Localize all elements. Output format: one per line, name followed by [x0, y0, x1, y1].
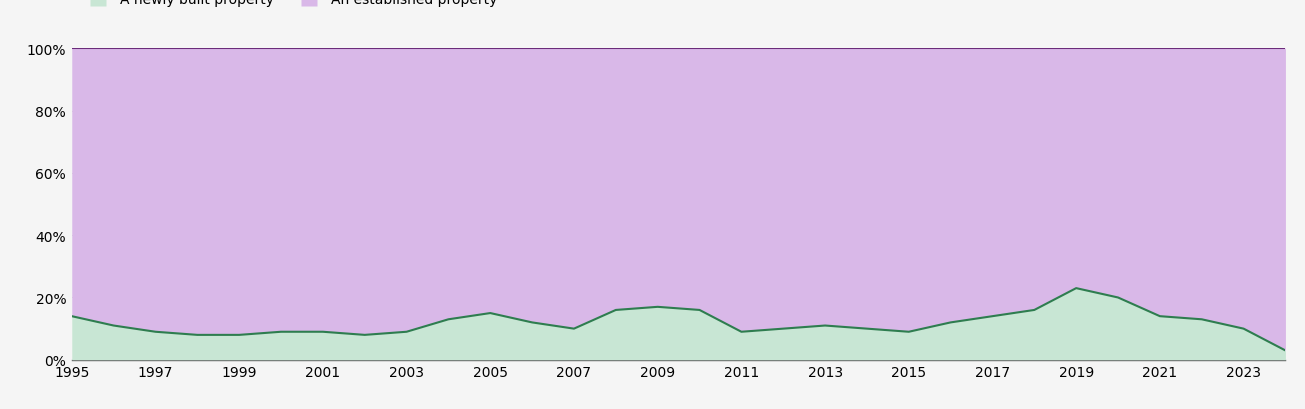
Legend: A newly built property, An established property: A newly built property, An established p…: [78, 0, 504, 13]
